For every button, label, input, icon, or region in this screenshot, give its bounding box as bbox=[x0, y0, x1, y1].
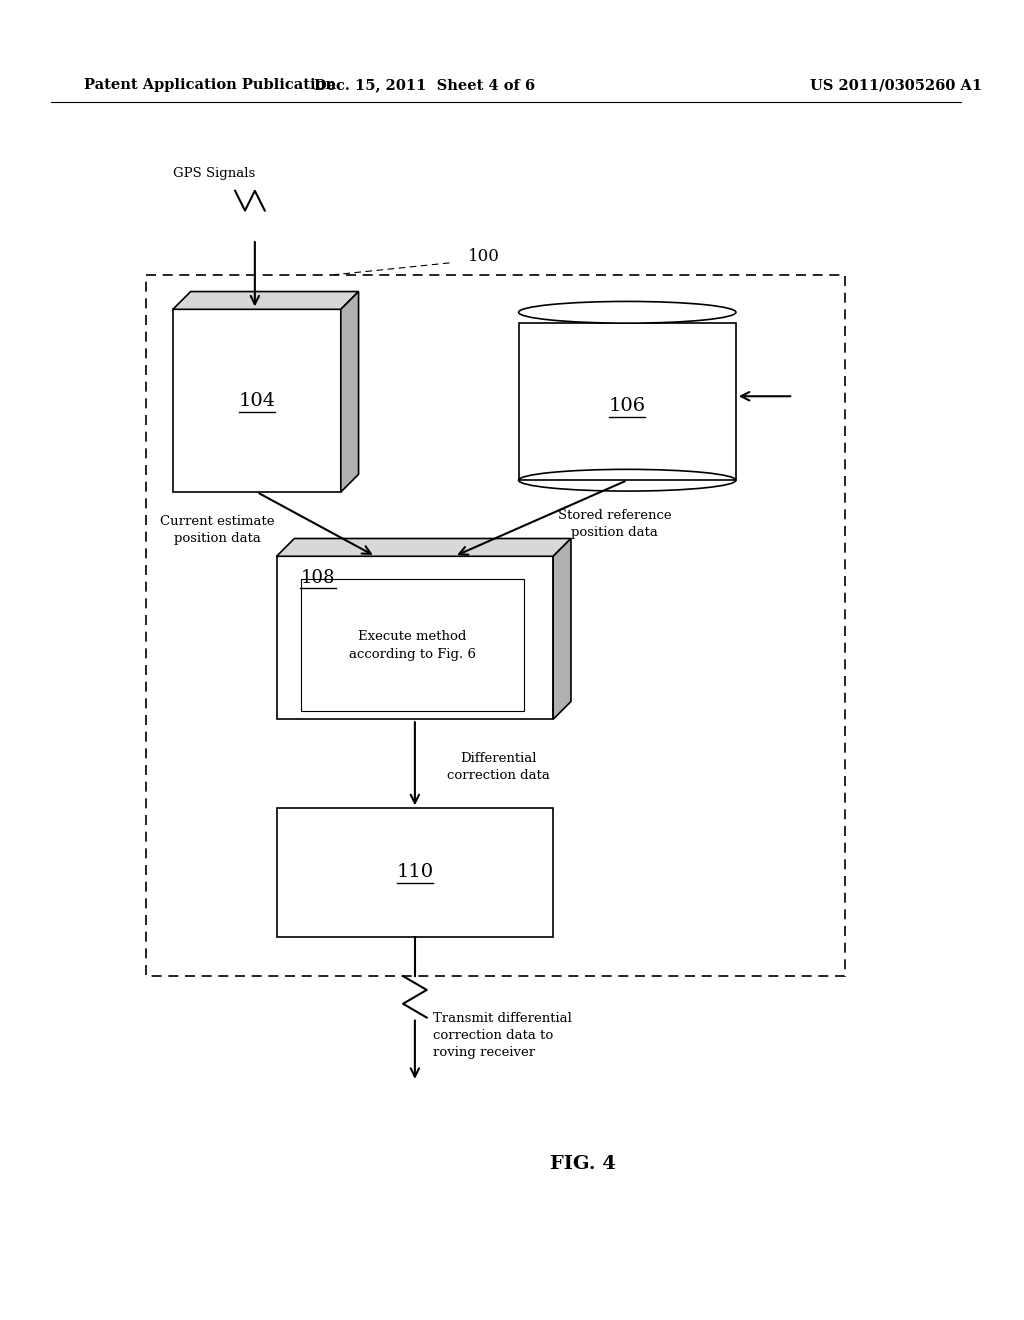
Text: Stored reference
position data: Stored reference position data bbox=[558, 508, 671, 539]
Text: Execute method
according to Fig. 6: Execute method according to Fig. 6 bbox=[349, 630, 476, 661]
Text: Transmit differential
correction data to
roving receiver: Transmit differential correction data to… bbox=[433, 1012, 571, 1059]
Text: 108: 108 bbox=[301, 569, 335, 587]
Ellipse shape bbox=[518, 301, 736, 323]
Text: 104: 104 bbox=[239, 392, 275, 409]
Text: GPS Signals: GPS Signals bbox=[173, 168, 255, 181]
Text: 100: 100 bbox=[468, 248, 500, 265]
Text: Dec. 15, 2011  Sheet 4 of 6: Dec. 15, 2011 Sheet 4 of 6 bbox=[314, 78, 536, 92]
Polygon shape bbox=[518, 323, 736, 480]
Text: FIG. 4: FIG. 4 bbox=[550, 1155, 615, 1172]
Text: US 2011/0305260 A1: US 2011/0305260 A1 bbox=[810, 78, 982, 92]
Polygon shape bbox=[276, 539, 571, 556]
Polygon shape bbox=[276, 808, 553, 937]
Text: Differential
correction data: Differential correction data bbox=[447, 751, 550, 781]
Text: Current estimate
position data: Current estimate position data bbox=[160, 515, 274, 545]
Polygon shape bbox=[341, 292, 358, 492]
Polygon shape bbox=[173, 292, 358, 309]
Polygon shape bbox=[276, 556, 553, 719]
Polygon shape bbox=[553, 539, 571, 719]
Text: Patent Application Publication: Patent Application Publication bbox=[84, 78, 336, 92]
Polygon shape bbox=[301, 579, 523, 711]
Text: 110: 110 bbox=[396, 863, 433, 882]
Text: 106: 106 bbox=[608, 397, 646, 414]
Polygon shape bbox=[173, 309, 341, 492]
